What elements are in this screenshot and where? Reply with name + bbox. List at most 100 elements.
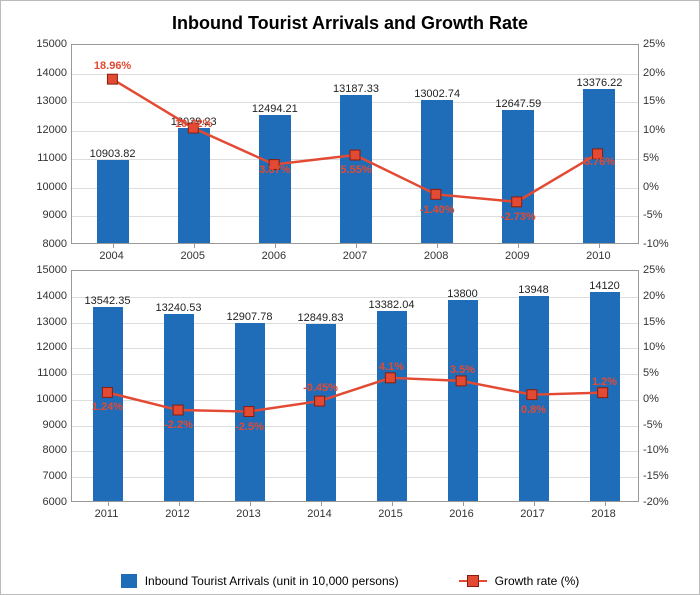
growth-marker [385, 373, 395, 383]
legend-bar-swatch [121, 574, 137, 588]
x-tick [463, 501, 464, 506]
x-tick [605, 501, 606, 506]
x-tick-label: 2010 [586, 250, 610, 262]
panel-top: 10903.8212029.2312494.2113187.3313002.74… [23, 44, 683, 266]
y2-tick-label: -15% [643, 470, 683, 482]
x-tick [250, 501, 251, 506]
y1-tick-label: 15000 [23, 264, 67, 276]
x-tick [321, 501, 322, 506]
y2-tick-label: 15% [643, 95, 683, 107]
x-tick-label: 2018 [591, 508, 615, 520]
growth-marker [173, 405, 183, 415]
x-tick [599, 243, 600, 248]
growth-marker [598, 388, 608, 398]
growth-value-label: -2.2% [164, 419, 193, 431]
growth-marker [527, 390, 537, 400]
y1-tick-label: 13000 [23, 316, 67, 328]
legend-bar-item: Inbound Tourist Arrivals (unit in 10,000… [121, 574, 399, 588]
y2-tick-label: 25% [643, 264, 683, 276]
x-tick-label: 2015 [378, 508, 402, 520]
x-tick-label: 2011 [95, 508, 119, 520]
x-tick [392, 501, 393, 506]
y2-tick-label: -5% [643, 419, 683, 431]
y2-tick-label: 0% [643, 393, 683, 405]
growth-value-label: 5.76% [584, 156, 615, 168]
growth-marker [431, 189, 441, 199]
y2-tick-label: -10% [643, 238, 683, 250]
y1-tick-label: 11000 [23, 152, 67, 164]
growth-marker [315, 396, 325, 406]
legend-bar-label: Inbound Tourist Arrivals (unit in 10,000… [145, 574, 399, 588]
growth-value-label: 4.1% [379, 361, 404, 373]
growth-value-label: -2.5% [235, 421, 264, 433]
growth-value-label: 10.32% [175, 118, 212, 130]
plot-area-top: 10903.8212029.2312494.2113187.3313002.74… [71, 44, 639, 244]
x-tick-label: 2008 [424, 250, 448, 262]
y1-tick-label: 14000 [23, 67, 67, 79]
plot-area-bottom: 13542.3513240.5312907.7812849.8313382.04… [71, 270, 639, 502]
y1-tick-label: 7000 [23, 470, 67, 482]
growth-marker [102, 387, 112, 397]
x-tick [179, 501, 180, 506]
growth-marker [456, 376, 466, 386]
y2-tick-label: 20% [643, 67, 683, 79]
x-tick [113, 243, 114, 248]
y2-tick-label: 20% [643, 290, 683, 302]
x-tick [437, 243, 438, 248]
y1-tick-label: 14000 [23, 290, 67, 302]
growth-marker [244, 407, 254, 417]
panel-bottom: 13542.3513240.5312907.7812849.8313382.04… [23, 270, 683, 528]
y1-tick-label: 9000 [23, 419, 67, 431]
y2-tick-label: 5% [643, 152, 683, 164]
chart-title: Inbound Tourist Arrivals and Growth Rate [15, 13, 685, 34]
growth-value-label: 18.96% [94, 60, 131, 72]
y1-tick-label: 13000 [23, 95, 67, 107]
x-tick-label: 2009 [505, 250, 529, 262]
x-tick-label: 2012 [165, 508, 189, 520]
growth-value-label: 1.2% [592, 376, 617, 388]
growth-value-label: 0.8% [521, 404, 546, 416]
x-tick-label: 2013 [236, 508, 260, 520]
growth-value-label: 1.24% [92, 401, 123, 413]
y2-tick-label: 10% [643, 341, 683, 353]
y1-tick-label: 10000 [23, 393, 67, 405]
growth-value-label: 3.87% [259, 164, 290, 176]
y1-tick-label: 11000 [23, 367, 67, 379]
x-tick-label: 2006 [262, 250, 286, 262]
x-tick-label: 2014 [307, 508, 331, 520]
y2-tick-label: 5% [643, 367, 683, 379]
growth-line-layer [72, 271, 638, 501]
y2-tick-label: 10% [643, 124, 683, 136]
x-tick [275, 243, 276, 248]
growth-marker [350, 150, 360, 160]
y2-tick-label: 0% [643, 181, 683, 193]
growth-value-label: -2.73% [501, 211, 536, 223]
growth-value-label: -1.40% [420, 204, 455, 216]
y1-tick-label: 15000 [23, 38, 67, 50]
x-tick [534, 501, 535, 506]
growth-line [112, 79, 597, 202]
growth-line-layer [72, 45, 638, 243]
x-tick [194, 243, 195, 248]
x-tick-label: 2004 [99, 250, 123, 262]
chart-container: Inbound Tourist Arrivals and Growth Rate… [0, 0, 700, 595]
x-tick-label: 2016 [449, 508, 473, 520]
y2-tick-label: 15% [643, 316, 683, 328]
y2-tick-label: -10% [643, 444, 683, 456]
x-tick-label: 2017 [520, 508, 544, 520]
y1-tick-label: 12000 [23, 124, 67, 136]
growth-marker [512, 197, 522, 207]
growth-value-label: -0.45% [303, 382, 338, 394]
legend-line-item: Growth rate (%) [459, 574, 580, 588]
legend-line-swatch [459, 574, 487, 588]
x-tick-label: 2007 [343, 250, 367, 262]
growth-value-label: 5.55% [340, 164, 371, 176]
x-tick [356, 243, 357, 248]
legend: Inbound Tourist Arrivals (unit in 10,000… [1, 574, 699, 588]
x-tick-label: 2005 [180, 250, 204, 262]
y1-tick-label: 8000 [23, 444, 67, 456]
y2-tick-label: -20% [643, 496, 683, 508]
y1-tick-label: 6000 [23, 496, 67, 508]
x-tick [518, 243, 519, 248]
growth-marker [107, 74, 117, 84]
